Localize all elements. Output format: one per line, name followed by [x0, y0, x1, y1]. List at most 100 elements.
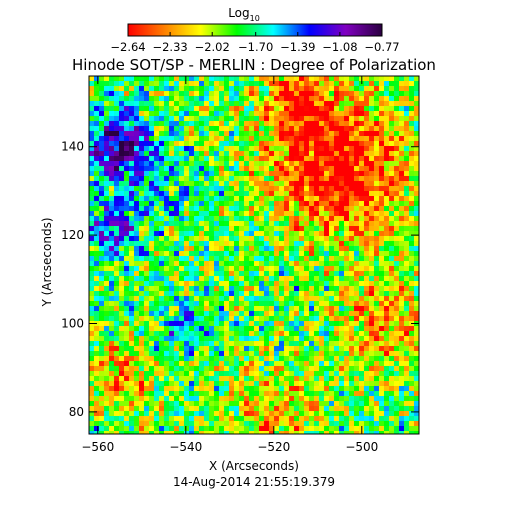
- heatmap-cell: [129, 121, 135, 127]
- heatmap-cell: [374, 391, 380, 397]
- heatmap-cell: [249, 266, 255, 272]
- heatmap-cell: [349, 156, 355, 162]
- heatmap-cell: [129, 261, 135, 267]
- heatmap-cell: [189, 411, 195, 417]
- heatmap-cell: [284, 376, 290, 382]
- heatmap-cell: [334, 91, 340, 97]
- heatmap-cell: [304, 301, 310, 307]
- heatmap-cell: [299, 271, 305, 277]
- heatmap-cell: [249, 116, 255, 122]
- heatmap-cell: [364, 96, 370, 102]
- heatmap-cell: [189, 331, 195, 337]
- heatmap-cell: [209, 256, 215, 262]
- heatmap-cell: [249, 376, 255, 382]
- heatmap-cell: [319, 366, 325, 372]
- heatmap-cell: [234, 81, 240, 87]
- heatmap-cell: [199, 81, 205, 87]
- heatmap-cell: [359, 126, 365, 132]
- heatmap-cell: [299, 246, 305, 252]
- heatmap-cell: [99, 101, 105, 107]
- heatmap-cell: [414, 191, 420, 197]
- heatmap-cell: [139, 306, 145, 312]
- heatmap-cell: [89, 251, 95, 257]
- heatmap-cell: [374, 341, 380, 347]
- heatmap-cell: [244, 306, 250, 312]
- heatmap-cell: [379, 201, 385, 207]
- heatmap-cell: [404, 261, 410, 267]
- heatmap-cell: [134, 356, 140, 362]
- heatmap-cell: [279, 286, 285, 292]
- heatmap-cell: [224, 251, 230, 257]
- heatmap-cell: [239, 296, 245, 302]
- heatmap-cell: [389, 166, 395, 172]
- heatmap-cell: [324, 411, 330, 417]
- heatmap-cell: [299, 356, 305, 362]
- heatmap-cell: [374, 241, 380, 247]
- heatmap-cell: [409, 86, 415, 92]
- heatmap-cell: [409, 261, 415, 267]
- heatmap-cell: [134, 261, 140, 267]
- heatmap-cell: [129, 396, 135, 402]
- heatmap-cell: [239, 236, 245, 242]
- heatmap-cell: [289, 331, 295, 337]
- heatmap-cell: [114, 341, 120, 347]
- heatmap-cell: [379, 411, 385, 417]
- heatmap-cell: [164, 106, 170, 112]
- heatmap-cell: [369, 346, 375, 352]
- heatmap-cell: [279, 141, 285, 147]
- heatmap-cell: [259, 96, 265, 102]
- heatmap-cell: [369, 331, 375, 337]
- heatmap-cell: [334, 371, 340, 377]
- heatmap-cell: [324, 96, 330, 102]
- heatmap-cell: [239, 86, 245, 92]
- heatmap-cell: [154, 76, 160, 82]
- heatmap-cell: [249, 171, 255, 177]
- heatmap-cell: [394, 116, 400, 122]
- heatmap-cell: [204, 376, 210, 382]
- heatmap-cell: [179, 261, 185, 267]
- heatmap-cell: [389, 221, 395, 227]
- heatmap-cell: [389, 306, 395, 312]
- heatmap-cell: [314, 231, 320, 237]
- heatmap-cell: [284, 221, 290, 227]
- heatmap-cell: [104, 326, 110, 332]
- heatmap-cell: [214, 266, 220, 272]
- heatmap-cell: [394, 376, 400, 382]
- heatmap-cell: [234, 136, 240, 142]
- heatmap-cell: [154, 346, 160, 352]
- heatmap-cell: [384, 161, 390, 167]
- heatmap-cell: [344, 406, 350, 412]
- heatmap-cell: [154, 211, 160, 217]
- heatmap-cell: [354, 411, 360, 417]
- heatmap-cell: [279, 346, 285, 352]
- heatmap-cell: [314, 156, 320, 162]
- heatmap-cell: [274, 276, 280, 282]
- heatmap-cell: [129, 301, 135, 307]
- heatmap-cell: [214, 346, 220, 352]
- heatmap-cell: [319, 421, 325, 427]
- heatmap-cell: [149, 291, 155, 297]
- heatmap-cell: [189, 316, 195, 322]
- heatmap-cell: [129, 211, 135, 217]
- heatmap-cell: [349, 381, 355, 387]
- heatmap-cell: [239, 261, 245, 267]
- heatmap-cell: [164, 216, 170, 222]
- heatmap-cell: [339, 261, 345, 267]
- heatmap-cell: [179, 286, 185, 292]
- heatmap-cell: [319, 76, 325, 82]
- heatmap-cell: [94, 256, 100, 262]
- heatmap-cell: [219, 411, 225, 417]
- heatmap-cell: [194, 276, 200, 282]
- heatmap-cell: [174, 361, 180, 367]
- heatmap-cell: [244, 196, 250, 202]
- heatmap-cell: [409, 256, 415, 262]
- heatmap-cell: [364, 356, 370, 362]
- heatmap-cell: [399, 91, 405, 97]
- heatmap-cell: [209, 111, 215, 117]
- heatmap-cell: [349, 346, 355, 352]
- heatmap-cell: [379, 236, 385, 242]
- heatmap-cell: [354, 171, 360, 177]
- heatmap-cell: [219, 251, 225, 257]
- heatmap-cell: [94, 386, 100, 392]
- heatmap-cell: [299, 221, 305, 227]
